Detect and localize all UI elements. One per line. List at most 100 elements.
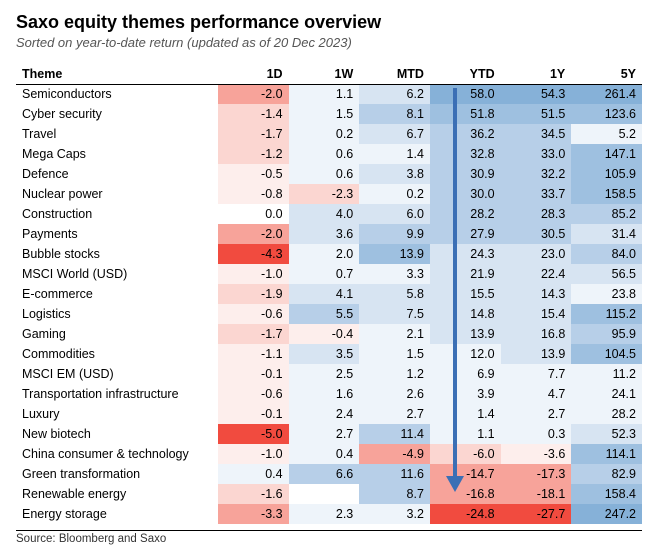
value-cell: 4.7 xyxy=(501,384,572,404)
table-row: Commodities-1.13.51.512.013.9104.5 xyxy=(16,344,642,364)
value-cell: -4.3 xyxy=(218,244,289,264)
col-header: 1W xyxy=(289,64,360,84)
value-cell: 0.6 xyxy=(289,164,360,184)
value-cell: 1.5 xyxy=(359,344,430,364)
value-cell: 5.8 xyxy=(359,284,430,304)
value-cell: 158.4 xyxy=(571,484,642,504)
value-cell: 2.3 xyxy=(289,504,360,524)
value-cell: 23.8 xyxy=(571,284,642,304)
theme-cell: Payments xyxy=(16,224,218,244)
value-cell: 15.4 xyxy=(501,304,572,324)
value-cell: -6.0 xyxy=(430,444,501,464)
theme-cell: Mega Caps xyxy=(16,144,218,164)
value-cell: 51.8 xyxy=(430,104,501,124)
value-cell: 6.2 xyxy=(359,84,430,104)
value-cell: 24.1 xyxy=(571,384,642,404)
value-cell: -1.4 xyxy=(218,104,289,124)
theme-cell: New biotech xyxy=(16,424,218,444)
value-cell: 56.5 xyxy=(571,264,642,284)
value-cell: 247.2 xyxy=(571,504,642,524)
value-cell: -18.1 xyxy=(501,484,572,504)
value-cell: 95.9 xyxy=(571,324,642,344)
value-cell: 0.2 xyxy=(289,124,360,144)
value-cell: 2.7 xyxy=(289,424,360,444)
value-cell: 33.0 xyxy=(501,144,572,164)
table-row: New biotech-5.02.711.41.10.352.3 xyxy=(16,424,642,444)
value-cell xyxy=(289,484,360,504)
value-cell: 58.0 xyxy=(430,84,501,104)
value-cell: 21.9 xyxy=(430,264,501,284)
table-row: Mega Caps-1.20.61.432.833.0147.1 xyxy=(16,144,642,164)
value-cell: 28.2 xyxy=(430,204,501,224)
value-cell: 2.7 xyxy=(501,404,572,424)
theme-cell: Logistics xyxy=(16,304,218,324)
value-cell: -1.0 xyxy=(218,264,289,284)
value-cell: 33.7 xyxy=(501,184,572,204)
value-cell: -2.0 xyxy=(218,224,289,244)
theme-cell: E-commerce xyxy=(16,284,218,304)
page-title: Saxo equity themes performance overview xyxy=(16,12,642,33)
value-cell: 11.2 xyxy=(571,364,642,384)
value-cell: 0.0 xyxy=(218,204,289,224)
theme-cell: Luxury xyxy=(16,404,218,424)
value-cell: 0.4 xyxy=(218,464,289,484)
value-cell: -5.0 xyxy=(218,424,289,444)
value-cell: 13.9 xyxy=(359,244,430,264)
value-cell: -1.1 xyxy=(218,344,289,364)
theme-cell: Nuclear power xyxy=(16,184,218,204)
table-row: Travel-1.70.26.736.234.55.2 xyxy=(16,124,642,144)
value-cell: 1.4 xyxy=(359,144,430,164)
value-cell: 1.1 xyxy=(289,84,360,104)
value-cell: -2.3 xyxy=(289,184,360,204)
value-cell: 11.6 xyxy=(359,464,430,484)
value-cell: 30.9 xyxy=(430,164,501,184)
value-cell: 16.8 xyxy=(501,324,572,344)
value-cell: -0.8 xyxy=(218,184,289,204)
value-cell: 14.3 xyxy=(501,284,572,304)
theme-cell: MSCI World (USD) xyxy=(16,264,218,284)
theme-cell: Transportation infrastructure xyxy=(16,384,218,404)
value-cell: 32.8 xyxy=(430,144,501,164)
value-cell: 261.4 xyxy=(571,84,642,104)
value-cell: 30.5 xyxy=(501,224,572,244)
table-row: Cyber security-1.41.58.151.851.5123.6 xyxy=(16,104,642,124)
page-subtitle: Sorted on year-to-date return (updated a… xyxy=(16,35,642,50)
value-cell: -0.5 xyxy=(218,164,289,184)
theme-cell: Commodities xyxy=(16,344,218,364)
theme-cell: Defence xyxy=(16,164,218,184)
theme-cell: Gaming xyxy=(16,324,218,344)
table-row: Renewable energy-1.68.7-16.8-18.1158.4 xyxy=(16,484,642,504)
value-cell: 1.6 xyxy=(289,384,360,404)
value-cell: 5.2 xyxy=(571,124,642,144)
value-cell: -3.3 xyxy=(218,504,289,524)
value-cell: 3.9 xyxy=(430,384,501,404)
value-cell: 7.5 xyxy=(359,304,430,324)
value-cell: 13.9 xyxy=(430,324,501,344)
value-cell: 8.7 xyxy=(359,484,430,504)
theme-cell: Renewable energy xyxy=(16,484,218,504)
value-cell: 147.1 xyxy=(571,144,642,164)
table-row: Semiconductors-2.01.16.258.054.3261.4 xyxy=(16,84,642,104)
value-cell: 104.5 xyxy=(571,344,642,364)
value-cell: 34.5 xyxy=(501,124,572,144)
value-cell: 3.8 xyxy=(359,164,430,184)
value-cell: 27.9 xyxy=(430,224,501,244)
value-cell: 0.3 xyxy=(501,424,572,444)
value-cell: 13.9 xyxy=(501,344,572,364)
value-cell: 158.5 xyxy=(571,184,642,204)
table-header-row: Theme1D1WMTDYTD1Y5Y xyxy=(16,64,642,84)
value-cell: 6.7 xyxy=(359,124,430,144)
value-cell: 24.3 xyxy=(430,244,501,264)
value-cell: 84.0 xyxy=(571,244,642,264)
value-cell: -3.6 xyxy=(501,444,572,464)
value-cell: -0.6 xyxy=(218,304,289,324)
table-row: Green transformation0.46.611.6-14.7-17.3… xyxy=(16,464,642,484)
value-cell: 52.3 xyxy=(571,424,642,444)
value-cell: 28.2 xyxy=(571,404,642,424)
value-cell: 9.9 xyxy=(359,224,430,244)
col-header: MTD xyxy=(359,64,430,84)
value-cell: -1.7 xyxy=(218,124,289,144)
col-header: 1Y xyxy=(501,64,572,84)
col-header: 1D xyxy=(218,64,289,84)
value-cell: 2.7 xyxy=(359,404,430,424)
